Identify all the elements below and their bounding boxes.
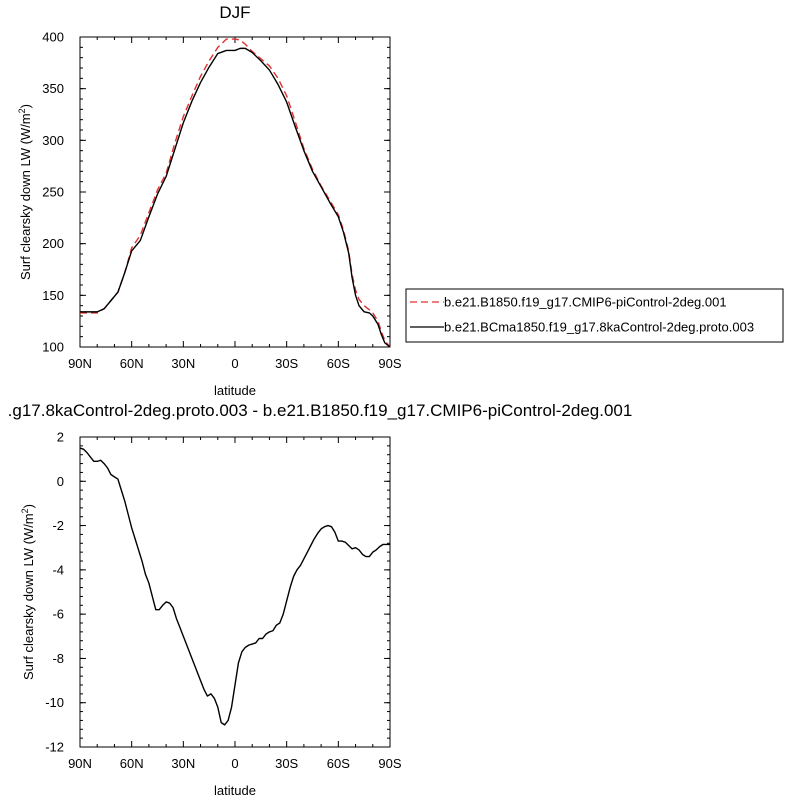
- top-x-tick-label: 0: [231, 356, 238, 371]
- bottom-y-axis-label: Surf clearsky down LW (W/m2): [20, 504, 36, 680]
- legend: b.e21.B1850.f19_g17.CMIP6-piControl-2deg…: [405, 288, 784, 343]
- bottom-y-tick-label: -6: [52, 607, 64, 622]
- top-y-tick-label: 250: [42, 185, 64, 200]
- legend-label-cmip6-picontrol: b.e21.B1850.f19_g17.CMIP6-piControl-2deg…: [444, 295, 727, 310]
- top-y-axis-label-close: ): [18, 104, 33, 108]
- bottom-y-tick-label: -12: [45, 740, 64, 755]
- bottom-plot-frame: [79, 436, 391, 748]
- bottom-x-tick-label: 60N: [120, 756, 144, 771]
- bottom-y-axis-label-close: ): [21, 504, 36, 508]
- bottom-x-tick-label: 30S: [275, 756, 298, 771]
- top-x-axis: 90N 60N 30N 0 30S 60S 90S: [68, 37, 402, 371]
- top-chart-title: DJF: [219, 3, 250, 22]
- top-x-tick-label: 60N: [120, 356, 144, 371]
- top-x-axis-label: latitude: [214, 383, 256, 398]
- bottom-y-tick-label: -2: [52, 518, 64, 533]
- top-y-tick-label: 350: [42, 81, 64, 96]
- top-y-axis-label-sup: 2: [17, 108, 27, 113]
- bottom-x-tick-label: 60S: [327, 756, 350, 771]
- legend-label-8ka-control: b.e21.BCma1850.f19_g17.8kaControl-2deg.p…: [444, 320, 754, 335]
- top-series-line-1: [80, 47, 391, 348]
- bottom-y-tick-label: 2: [57, 430, 64, 445]
- top-y-tick-label: 300: [42, 133, 64, 148]
- top-plot-frame: [79, 36, 391, 348]
- top-y-tick-label: 100: [42, 340, 64, 355]
- top-x-tick-label: 60S: [327, 356, 350, 371]
- bottom-series-lines: [79, 447, 390, 726]
- top-series-line-0: [80, 38, 391, 348]
- top-panel: DJF 90N 60N 30N 0 30S 60S 90S 100 150 200 250 300 3…: [17, 3, 402, 398]
- bottom-y-tick-label: -8: [52, 651, 64, 666]
- top-y-axis-label-main: Surf clearsky down LW (W/m: [18, 113, 33, 280]
- legend-box: [405, 288, 784, 343]
- top-y-tick-label: 400: [42, 30, 64, 45]
- top-x-tick-label: 90S: [378, 356, 401, 371]
- bottom-x-axis: 90N 60N 30N 0 30S 60S 90S: [68, 437, 402, 771]
- bottom-x-tick-label: 0: [231, 756, 238, 771]
- bottom-x-tick-label: 90N: [68, 756, 92, 771]
- top-x-tick-label: 90N: [68, 356, 92, 371]
- bottom-y-tick-label: -4: [52, 562, 64, 577]
- bottom-y-tick-label: 0: [57, 474, 64, 489]
- top-x-tick-label: 30N: [171, 356, 195, 371]
- top-y-tick-label: 150: [42, 288, 64, 303]
- top-series-lines: [80, 38, 391, 348]
- bottom-y-tick-label: -10: [45, 695, 64, 710]
- bottom-y-axis-label-sup: 2: [20, 508, 30, 513]
- bottom-x-tick-label: 90S: [378, 756, 401, 771]
- bottom-y-axis: -12 -10 -8 -6 -4 -2 0 2: [45, 430, 390, 755]
- bottom-y-axis-label-main: Surf clearsky down LW (W/m: [21, 513, 36, 680]
- top-y-tick-label: 200: [42, 236, 64, 251]
- bottom-series-line-0: [79, 447, 390, 726]
- top-x-tick-label: 30S: [275, 356, 298, 371]
- bottom-x-tick-label: 30N: [171, 756, 195, 771]
- top-y-axis: 100 150 200 250 300 350 400: [42, 30, 390, 355]
- bottom-panel: .g17.8kaControl-2deg.proto.003 - b.e21.B…: [8, 401, 633, 798]
- bottom-chart-title: .g17.8kaControl-2deg.proto.003 - b.e21.B…: [8, 401, 633, 420]
- bottom-x-axis-label: latitude: [214, 783, 256, 798]
- top-y-axis-label: Surf clearsky down LW (W/m2): [17, 104, 33, 280]
